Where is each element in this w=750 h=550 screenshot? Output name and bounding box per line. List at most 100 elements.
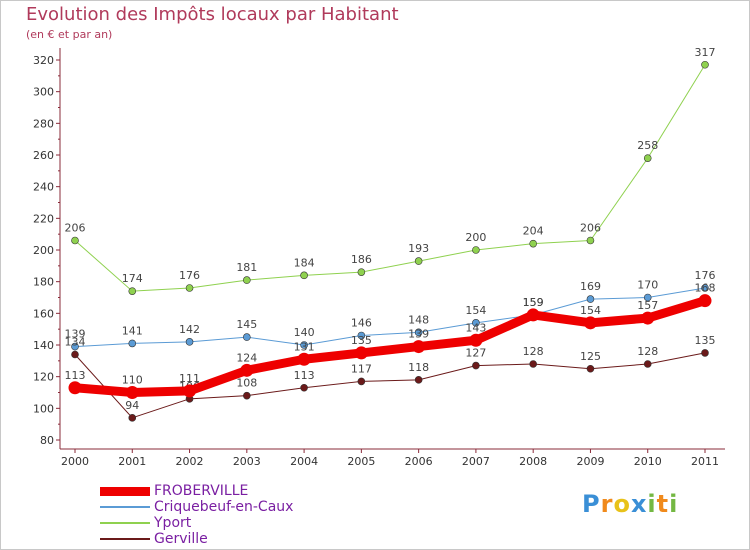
legend-swatch-criquebeuf <box>100 506 150 508</box>
y-tick-label: 120 <box>33 371 54 384</box>
data-point-yport <box>243 276 251 284</box>
data-label-gerville: 125 <box>580 350 601 363</box>
y-tick-label: 180 <box>33 276 54 289</box>
data-point-froberville <box>469 333 483 347</box>
data-point-yport <box>300 271 308 280</box>
data-label-gerville: 127 <box>465 347 486 360</box>
proxiti-logo: Proxiti <box>582 490 678 518</box>
data-point-yport <box>529 239 537 248</box>
x-tick-label: 2010 <box>634 455 662 468</box>
data-label-criquebeuf: 141 <box>122 324 143 337</box>
data-point-froberville <box>183 384 197 398</box>
data-label-criquebeuf: 142 <box>179 323 200 336</box>
data-point-yport <box>643 154 652 162</box>
data-label-froberville: 111 <box>179 372 200 385</box>
data-label-criquebeuf: 148 <box>408 313 429 326</box>
data-point-froberville <box>583 316 597 330</box>
y-tick-label: 140 <box>33 339 54 352</box>
data-label-criquebeuf: 139 <box>65 328 86 341</box>
data-label-yport: 184 <box>294 256 315 269</box>
logo-letter: t <box>656 490 670 518</box>
data-label-froberville: 110 <box>122 374 143 387</box>
data-point-froberville <box>125 386 139 399</box>
data-label-froberville: 154 <box>580 304 601 317</box>
data-label-criquebeuf: 159 <box>523 296 544 309</box>
data-label-gerville: 128 <box>523 345 544 358</box>
data-point-gerville <box>643 360 652 368</box>
data-label-gerville: 94 <box>125 399 139 412</box>
legend-item-criquebeuf[interactable]: Criquebeuf-en-Caux <box>100 499 360 515</box>
series-line-gerville <box>74 352 706 419</box>
y-tick-label: 200 <box>33 244 54 257</box>
data-label-froberville: 113 <box>65 369 86 382</box>
data-label-yport: 317 <box>695 46 716 59</box>
logo-letter: P <box>582 490 601 518</box>
x-tick-label: 2009 <box>576 455 604 468</box>
legend-label: FROBERVILLE <box>154 483 249 499</box>
data-point-froberville <box>354 346 368 360</box>
data-point-gerville <box>701 349 709 357</box>
data-point-froberville <box>240 363 254 377</box>
data-label-froberville: 159 <box>523 296 544 309</box>
legend-item-froberville[interactable]: FROBERVILLE <box>100 483 360 499</box>
data-label-froberville: 139 <box>408 328 429 341</box>
y-tick-label: 240 <box>33 181 54 194</box>
data-point-gerville <box>300 383 308 392</box>
data-label-gerville: 108 <box>236 377 257 390</box>
legend-swatch-gerville <box>100 538 150 540</box>
data-point-froberville <box>68 381 82 395</box>
data-label-froberville: 168 <box>695 282 716 295</box>
series-line-yport <box>74 64 706 292</box>
data-label-yport: 174 <box>122 272 143 285</box>
data-label-froberville: 143 <box>465 321 486 334</box>
y-tick-label: 220 <box>33 212 54 225</box>
legend-item-gerville[interactable]: Gerville <box>100 531 360 547</box>
data-point-yport <box>701 60 709 69</box>
data-label-gerville: 134 <box>65 336 86 349</box>
legend-swatch-froberville <box>100 487 150 496</box>
x-tick-label: 2002 <box>176 455 204 468</box>
data-label-gerville: 135 <box>695 334 716 347</box>
data-label-yport: 186 <box>351 253 372 266</box>
y-tick-label: 100 <box>33 402 54 415</box>
data-point-gerville <box>71 350 79 359</box>
data-label-criquebeuf: 145 <box>236 318 257 331</box>
logo-letter: o <box>613 490 631 518</box>
data-point-criquebeuf <box>185 338 194 346</box>
legend-label: Criquebeuf-en-Caux <box>154 499 294 515</box>
x-tick-label: 2011 <box>691 455 719 468</box>
y-tick-label: 260 <box>33 149 54 162</box>
y-tick-label: 280 <box>33 117 54 130</box>
y-tick-label: 320 <box>33 54 54 67</box>
data-point-gerville <box>529 360 537 368</box>
y-tick-label: 300 <box>33 86 54 99</box>
x-tick-label: 2001 <box>118 455 146 468</box>
data-point-froberville <box>526 308 540 322</box>
y-tick-label: 80 <box>40 434 54 447</box>
logo-letter: i <box>647 490 657 518</box>
data-point-gerville <box>243 391 251 400</box>
data-point-gerville <box>472 361 480 370</box>
x-tick-label: 2007 <box>462 455 490 468</box>
data-label-froberville: 131 <box>294 340 315 353</box>
data-label-criquebeuf: 154 <box>465 304 486 317</box>
chart-title: Evolution des Impôts locaux par Habitant <box>26 4 399 25</box>
data-label-criquebeuf: 140 <box>294 326 315 339</box>
data-label-yport: 200 <box>465 231 486 244</box>
legend-label: Yport <box>154 515 192 531</box>
data-label-criquebeuf: 169 <box>580 280 601 293</box>
data-point-criquebeuf <box>357 331 366 340</box>
data-point-criquebeuf <box>128 339 137 348</box>
data-label-froberville: 135 <box>351 334 372 347</box>
data-label-yport: 176 <box>179 269 200 282</box>
data-label-gerville: 128 <box>637 345 658 358</box>
legend-item-yport[interactable]: Yport <box>100 515 360 531</box>
chart-subtitle: (en € et par an) <box>26 28 113 41</box>
series-line-criquebeuf <box>74 287 706 348</box>
data-point-froberville <box>412 340 426 354</box>
x-tick-label: 2000 <box>61 455 89 468</box>
data-point-froberville <box>698 294 712 308</box>
data-point-yport <box>185 284 194 292</box>
